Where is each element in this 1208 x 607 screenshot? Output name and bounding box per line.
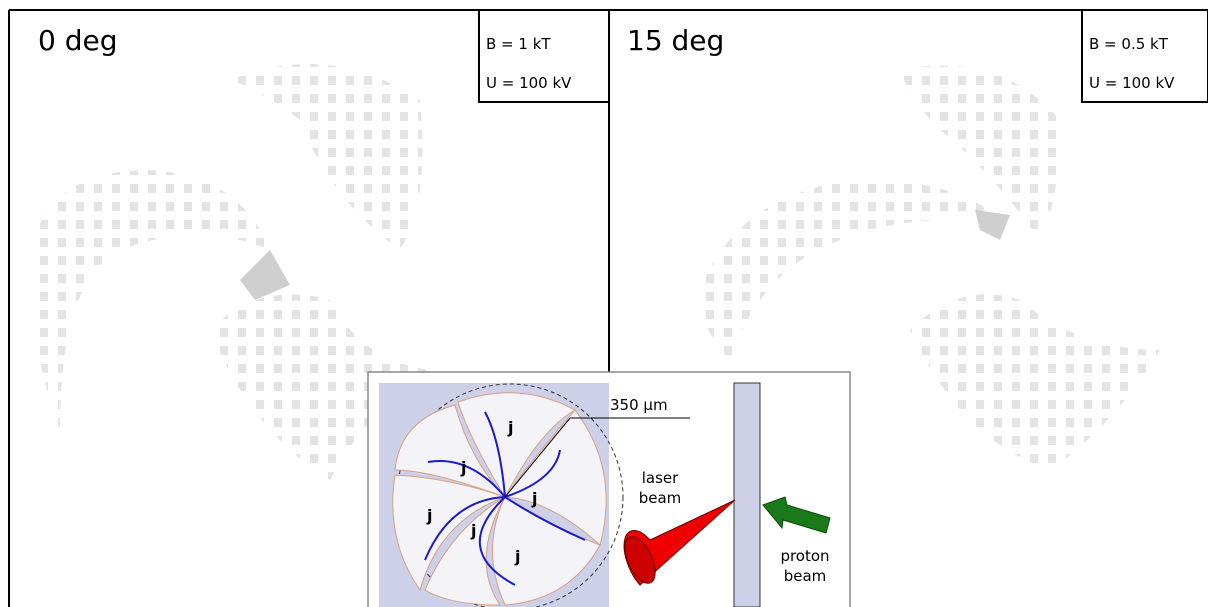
proton-label: proton	[780, 547, 829, 565]
proton-label: beam	[784, 567, 827, 585]
param: U = 100 kV	[1089, 74, 1175, 92]
laser-label: laser	[642, 469, 679, 487]
inset: 350 µm j j j j j j laser beam proton bea…	[368, 372, 850, 607]
param: B = 1 kT	[486, 35, 551, 53]
current-label: j	[514, 547, 520, 566]
laser-label: beam	[639, 489, 682, 507]
scale-label: 350 µm	[610, 396, 668, 414]
panel-label: 15 deg	[627, 24, 724, 57]
current-label: j	[460, 458, 466, 477]
current-label: j	[470, 521, 476, 540]
current-label: j	[507, 418, 513, 437]
current-label: j	[426, 506, 432, 525]
param: B = 0.5 kT	[1089, 35, 1169, 53]
figure: 0 deg B = 1 kT U = 100 kV 15 deg B = 0.5…	[0, 0, 1208, 607]
panel-label: 0 deg	[38, 24, 118, 57]
current-label: j	[531, 489, 537, 508]
param: U = 100 kV	[486, 74, 572, 92]
